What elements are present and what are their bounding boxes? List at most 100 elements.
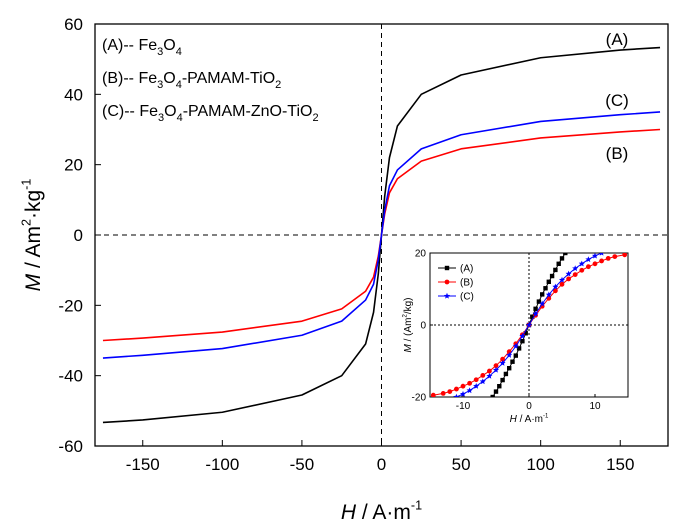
series-marker-2: [578, 260, 585, 267]
y-tick-label: 40: [64, 85, 83, 104]
plot-area: [102, 46, 661, 424]
legend-prefix: (B)--: [102, 70, 138, 87]
series-marker-2: [453, 393, 460, 397]
series-marker-1: [592, 261, 598, 267]
series-marker-1: [480, 373, 486, 378]
series-marker-2: [486, 372, 493, 379]
series-marker-0: [530, 314, 535, 319]
y-tick-label: -40: [58, 367, 83, 386]
inset-legend-label: (A): [460, 264, 473, 275]
series-marker-1: [440, 391, 446, 396]
series-marker-0: [516, 346, 522, 351]
x-axis-label: H / A·m-1: [510, 414, 549, 426]
series-marker-2: [499, 359, 506, 366]
legend-text: -PAMAM-TiO: [182, 70, 275, 87]
y-axis-unit-sup: 2: [403, 314, 409, 318]
series-marker-0: [549, 273, 555, 279]
y-axis-label: M / Am2·kg-1: [20, 179, 45, 292]
series-marker-1: [500, 356, 505, 362]
x-axis-label: H / A·m-1: [341, 499, 422, 524]
legend-prefix: (C)--: [102, 103, 139, 120]
series-marker-1: [612, 254, 618, 259]
series-marker-0: [503, 371, 509, 377]
legend-text: O: [163, 70, 175, 87]
legend-text: Fe: [138, 37, 157, 54]
x-tick-label: 50: [452, 455, 471, 474]
x-axis-unit-sup: -1: [543, 414, 549, 420]
curve-label: (A): [606, 30, 629, 49]
legend-subscript: 4: [176, 79, 182, 91]
legend-text: O: [164, 103, 176, 120]
inset-plot: -10 0 10 -20 0 20 H / A·m-1 M / (Am2/kg) (A) (B) (…: [398, 246, 634, 428]
inset-background: [398, 246, 634, 428]
legend-text: O: [163, 37, 175, 54]
series-marker-0: [523, 331, 528, 336]
legend-subscript: 4: [176, 46, 182, 58]
inset-legend-marker: [444, 279, 450, 285]
series-marker-2: [558, 276, 566, 283]
y-axis-unit-sup: 2: [20, 219, 34, 226]
series-marker-2: [585, 256, 592, 263]
x-tick-label: -10: [456, 401, 471, 412]
series-marker-0: [546, 279, 551, 284]
series-marker-2: [599, 253, 604, 256]
series-marker-1: [493, 363, 499, 369]
y-axis-unit-rest: /kg): [403, 297, 414, 314]
x-tick-label: 100: [526, 455, 554, 474]
legend-text: Fe: [139, 103, 158, 120]
series-marker-2: [539, 300, 546, 307]
series-marker-0: [490, 394, 495, 397]
series-marker-1: [622, 253, 628, 258]
series-marker-2: [459, 390, 467, 397]
x-tick-label: 0: [377, 455, 386, 474]
series-marker-0: [553, 267, 558, 273]
x-tick-label: 150: [606, 455, 634, 474]
y-tick-label: 60: [64, 15, 83, 34]
series-marker-1: [447, 389, 453, 394]
series-marker-1: [473, 377, 479, 383]
y-tick-label: 0: [74, 226, 83, 245]
y-tick-label: -20: [412, 393, 427, 404]
y-tick-label: 0: [420, 321, 426, 332]
series-marker-0: [507, 366, 512, 371]
series-line-2: [102, 111, 661, 359]
legend-subscript: 4: [177, 112, 183, 124]
series-marker-2: [565, 270, 572, 277]
series-marker-0: [500, 377, 505, 383]
series-marker-2: [466, 387, 473, 394]
legend-entry: (B)-- Fe3​O4​-PAMAM-TiO2​: [102, 70, 281, 91]
series-marker-0: [493, 389, 499, 394]
series-marker-1: [572, 272, 578, 277]
legend-subscript: 2: [275, 79, 281, 91]
y-axis-unit: / (Am: [403, 318, 414, 345]
legend-entry: (C)-- Fe3​O4​-PAMAM-ZnO-TiO2​: [102, 103, 319, 124]
curve-label: (B): [606, 144, 629, 163]
y-axis-unit-sup2: -1: [20, 179, 34, 190]
x-tick-label: 10: [589, 401, 601, 412]
series-marker-1: [579, 267, 585, 273]
legend-entry: (A)-- Fe3​O4​: [102, 37, 182, 58]
y-axis-var: M: [403, 344, 414, 353]
series-marker-1: [599, 258, 604, 264]
series-marker-1: [553, 288, 558, 294]
series-marker-0: [533, 306, 538, 311]
series-marker-0: [497, 384, 502, 389]
x-axis-unit-sup: -1: [411, 499, 422, 513]
series-marker-2: [572, 265, 579, 272]
legend-prefix: (A)--: [102, 37, 138, 54]
series-marker-1: [454, 386, 459, 392]
series-marker-0: [543, 286, 548, 291]
series-marker-2: [545, 291, 552, 298]
inset-legend-label: (C): [460, 292, 474, 303]
series-marker-1: [460, 383, 466, 389]
x-axis-unit: / A·m: [517, 414, 543, 425]
series-marker-1: [605, 256, 611, 261]
x-axis-unit: / A·m: [356, 501, 411, 524]
y-tick-label: 20: [415, 249, 427, 260]
series-marker-2: [506, 352, 513, 358]
x-tick-label: -150: [126, 455, 160, 474]
series-marker-0: [556, 261, 561, 266]
y-axis-unit-rest: ·kg: [22, 190, 45, 219]
series-marker-1: [467, 380, 472, 386]
